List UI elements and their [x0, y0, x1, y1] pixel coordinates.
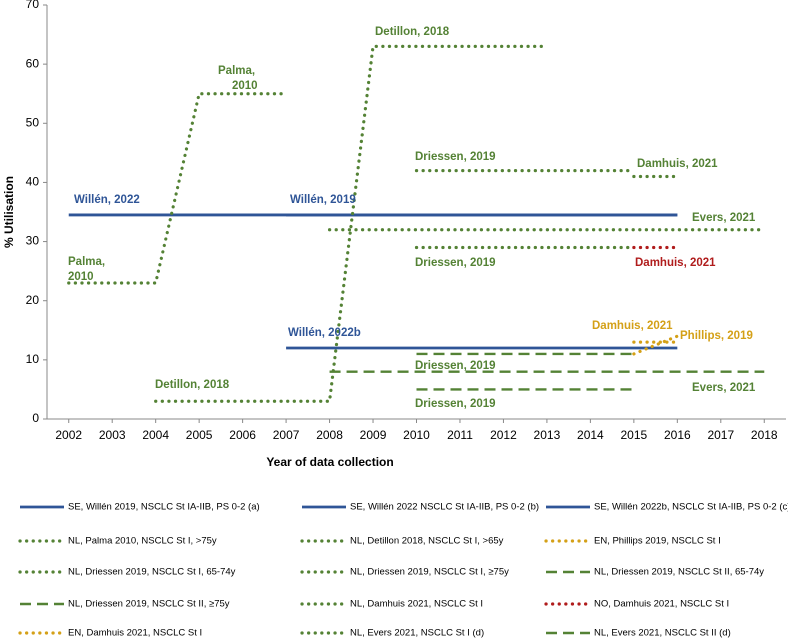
annotation: 2010 — [232, 80, 258, 92]
x-tick-label: 2012 — [490, 428, 517, 442]
annotation: Driessen, 2019 — [415, 398, 496, 410]
annotation: Driessen, 2019 — [415, 360, 496, 372]
annotation: Damhuis, 2021 — [592, 320, 673, 332]
annotation: Willén, 2022 — [74, 194, 140, 206]
legend-label: NL, Damhuis 2021, NSCLC St I — [350, 599, 483, 610]
y-tick-label: 0 — [32, 411, 39, 425]
legend-label: NL, Evers 2021, NSCLC St I (d) — [350, 628, 484, 639]
y-tick-label: 50 — [26, 115, 40, 129]
legend-label: NL, Driessen 2019, NSCLC St II, 65-74y — [594, 567, 764, 578]
x-tick-label: 2010 — [403, 428, 430, 442]
y-axis-title: % Utilisation — [2, 176, 16, 248]
annotation: Palma, — [218, 65, 255, 77]
annotation: Damhuis, 2021 — [635, 257, 716, 269]
legend-label: NL, Evers 2021, NSCLC St II (d) — [594, 628, 731, 639]
annotation: Damhuis, 2021 — [637, 158, 718, 170]
annotation: Evers, 2021 — [692, 382, 756, 394]
x-tick-label: 2014 — [577, 428, 604, 442]
annotation: Palma, — [68, 256, 105, 268]
x-tick-label: 2003 — [99, 428, 126, 442]
y-tick-label: 60 — [26, 56, 40, 70]
legend-label: NO, Damhuis 2021, NSCLC St I — [594, 599, 729, 610]
legend-label: SE, Willén 2019, NSCLC St IA-IIB, PS 0-2… — [68, 502, 260, 513]
annotation: Evers, 2021 — [692, 212, 756, 224]
y-tick-label: 20 — [26, 293, 40, 307]
x-tick-label: 2004 — [142, 428, 169, 442]
legend-label: EN, Phillips 2019, NSCLC St I — [594, 536, 721, 547]
legend-label: NL, Detillon 2018, NSCLC St I, >65y — [350, 536, 504, 547]
legend-label: SE, Willén 2022 NSCLC St IA-IIB, PS 0-2 … — [350, 502, 539, 513]
x-tick-label: 2005 — [186, 428, 213, 442]
y-tick-label: 40 — [26, 175, 40, 189]
y-tick-label: 10 — [26, 352, 40, 366]
legend-label: NL, Driessen 2019, NSCLC St I, 65-74y — [68, 567, 236, 578]
series-line — [632, 334, 679, 356]
annotation: Detillon, 2018 — [155, 379, 230, 391]
annotation: Detillon, 2018 — [375, 26, 450, 38]
x-tick-label: 2011 — [447, 428, 473, 442]
x-tick-label: 2009 — [360, 428, 387, 442]
x-tick-label: 2007 — [273, 428, 300, 442]
annotation: Phillips, 2019 — [680, 330, 753, 342]
x-tick-label: 2015 — [621, 428, 648, 442]
annotation: Driessen, 2019 — [415, 151, 496, 163]
x-tick-label: 2016 — [664, 428, 691, 442]
series-line — [67, 92, 288, 285]
series-line — [154, 44, 549, 403]
annotation: 2010 — [68, 271, 94, 283]
legend-label: SE, Willén 2022b, NSCLC St IA-IIB, PS 0-… — [594, 502, 788, 513]
annotation: Willén, 2019 — [290, 194, 356, 206]
annotation: Driessen, 2019 — [415, 257, 496, 269]
legend-label: NL, Driessen 2019, NSCLC St II, ≥75y — [68, 599, 230, 610]
x-tick-label: 2017 — [707, 428, 734, 442]
y-tick-label: 70 — [26, 0, 40, 11]
legend-label: EN, Damhuis 2021, NSCLC St I — [68, 628, 202, 639]
annotation: Willén, 2022b — [288, 327, 361, 339]
x-tick-label: 2006 — [229, 428, 256, 442]
x-tick-label: 2018 — [751, 428, 778, 442]
legend-label: NL, Driessen 2019, NSCLC St I, ≥75y — [350, 567, 509, 578]
legend-label: NL, Palma 2010, NSCLC St I, >75y — [68, 536, 217, 547]
x-tick-label: 2008 — [316, 428, 343, 442]
x-tick-label: 2002 — [55, 428, 82, 442]
x-axis-title: Year of data collection — [266, 455, 393, 469]
y-tick-label: 30 — [26, 234, 40, 248]
x-tick-label: 2013 — [534, 428, 561, 442]
